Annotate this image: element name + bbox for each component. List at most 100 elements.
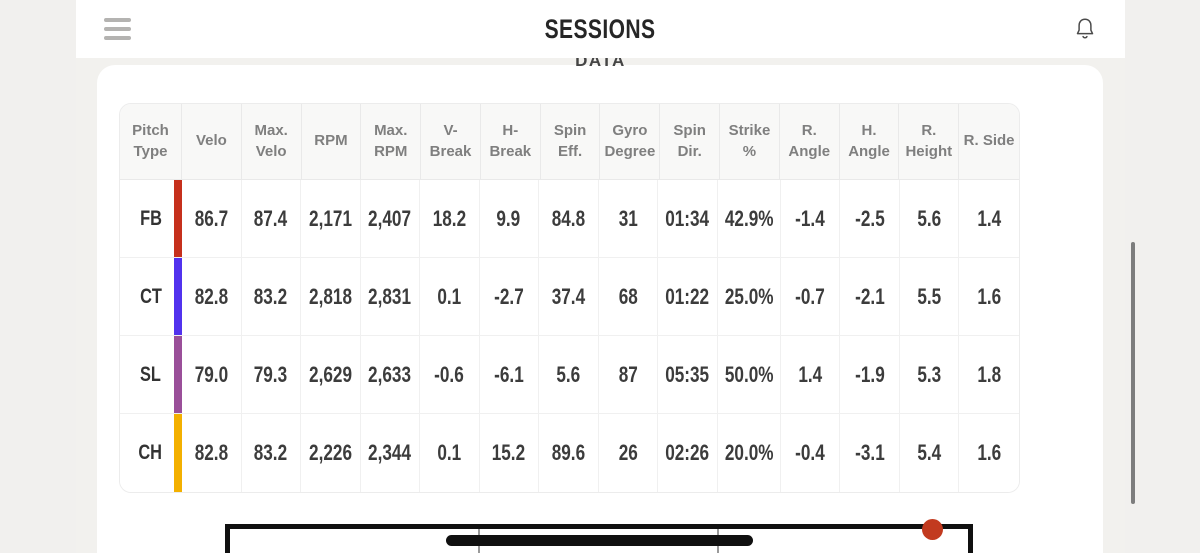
data-value: 2,407 [368,205,412,231]
column-header: H. Angle [839,104,900,180]
pitch-color-bar [174,258,182,335]
pitch-type-cell: CT [120,258,182,336]
data-value: -0.4 [795,440,826,465]
data-value: 84.8 [551,205,585,231]
column-header: R. Side [959,104,1019,180]
data-cell: 82.8 [182,258,242,336]
pitch-type-label: CH [138,441,163,464]
data-value: 68 [618,283,638,309]
data-cell: 79.0 [182,336,242,414]
column-header: Gyro Degree [600,104,661,180]
data-cell: 9.9 [479,180,540,258]
data-value: 82.8 [194,283,228,309]
data-value: 5.3 [917,361,942,387]
top-bar: SESSIONS [76,0,1125,58]
data-cell: 2,226 [301,414,361,492]
data-cell: 26 [598,414,659,492]
data-cell: 82.8 [182,414,242,492]
data-value: 37.4 [551,283,585,309]
data-cell: 2,171 [301,180,361,258]
data-cell: -2.5 [840,180,900,258]
data-cell: 1.4 [959,180,1019,258]
data-cell: 1.6 [959,258,1019,336]
column-header: Spin Eff. [540,104,601,180]
data-cell: -2.7 [479,258,540,336]
data-cell: 5.4 [899,414,960,492]
data-value: 9.9 [496,205,521,231]
data-value: 25.0% [724,283,774,309]
data-value: 1.8 [977,361,1002,387]
data-cell: 5.6 [899,180,960,258]
data-cell: -0.4 [780,414,841,492]
pitch-color-bar [174,180,182,257]
data-cell: 5.3 [899,336,960,414]
notification-bell-icon[interactable] [1073,16,1097,42]
data-value: 1.4 [977,205,1002,231]
data-value: 18.2 [432,205,466,231]
column-header: Pitch Type [120,104,182,180]
data-cell: 20.0% [717,414,781,492]
data-value: 05:35 [665,361,710,387]
data-value: 42.9% [724,205,774,231]
data-value: 2,818 [308,283,352,309]
table-header-row: Pitch Type Velo Max. Velo RPM Max. RPM V-Brea… [120,104,1019,180]
data-value: 0.1 [437,283,462,309]
data-value: -0.7 [795,283,826,309]
data-value: -2.1 [854,283,885,309]
data-cell: 1.8 [959,336,1019,414]
data-value: -1.4 [795,205,826,231]
section-title: DATA [575,58,626,70]
data-value: 79.3 [254,361,288,387]
data-cell: -2.1 [840,258,900,336]
column-header: R. Angle [779,104,840,180]
scroll-content[interactable]: DATA Pitch Type Velo Max. Velo RPM Max. RPM V… [76,58,1125,553]
data-value: 02:26 [665,440,710,465]
data-cell: 05:35 [658,336,718,414]
data-cell: 02:26 [658,414,718,492]
data-value: 83.2 [254,283,288,309]
data-value: 2,633 [368,361,412,387]
pitch-type-cell: FB [120,180,182,258]
data-cell: 87 [598,336,659,414]
data-value: 1.6 [977,283,1002,309]
data-value: 89.6 [551,440,585,465]
data-cell: 86.7 [182,180,242,258]
data-value: 5.6 [917,205,942,231]
data-cell: 2,818 [301,258,361,336]
table-row: CH 82.8 83.2 2,226 2,344 0.1 15.2 89.6 26 02:26 20… [120,414,1019,492]
data-cell: 83.2 [241,258,302,336]
page-title: SESSIONS [545,13,656,44]
data-value: 86.7 [194,205,228,231]
data-value: 2,831 [368,283,412,309]
data-value: 01:34 [665,205,710,231]
column-header: R. Height [899,104,960,180]
column-header: H-Break [480,104,541,180]
data-value: -0.6 [434,361,465,387]
data-value: 2,629 [308,361,352,387]
data-cell: 87.4 [241,180,302,258]
data-value: 2,344 [368,440,412,465]
data-value: 31 [618,205,638,231]
data-value: 1.6 [977,440,1002,465]
data-cell: 0.1 [420,414,480,492]
data-value: 5.4 [917,440,942,465]
pitch-type-label: FB [139,206,162,230]
column-header: Strike % [720,104,780,180]
data-value: 50.0% [724,361,774,387]
table-row: FB 86.7 87.4 2,171 2,407 18.2 9.9 84.8 31 01:34 42… [120,180,1019,258]
data-cell: 89.6 [539,414,599,492]
hamburger-menu-icon[interactable] [104,18,131,40]
data-cell: 50.0% [717,336,781,414]
data-value: -2.7 [493,283,524,309]
data-cell: 1.4 [780,336,841,414]
column-header: Max. Velo [241,104,302,180]
pitch-color-bar [174,336,182,413]
data-cell: 01:22 [658,258,718,336]
column-header: RPM [301,104,362,180]
data-value: 15.2 [492,440,526,465]
pitch-data-table: Pitch Type Velo Max. Velo RPM Max. RPM V-Brea… [119,103,1020,493]
pitch-color-bar [174,414,182,492]
data-cell: -1.4 [780,180,841,258]
data-value: 87 [618,361,638,387]
vertical-scrollbar[interactable] [1131,242,1135,504]
